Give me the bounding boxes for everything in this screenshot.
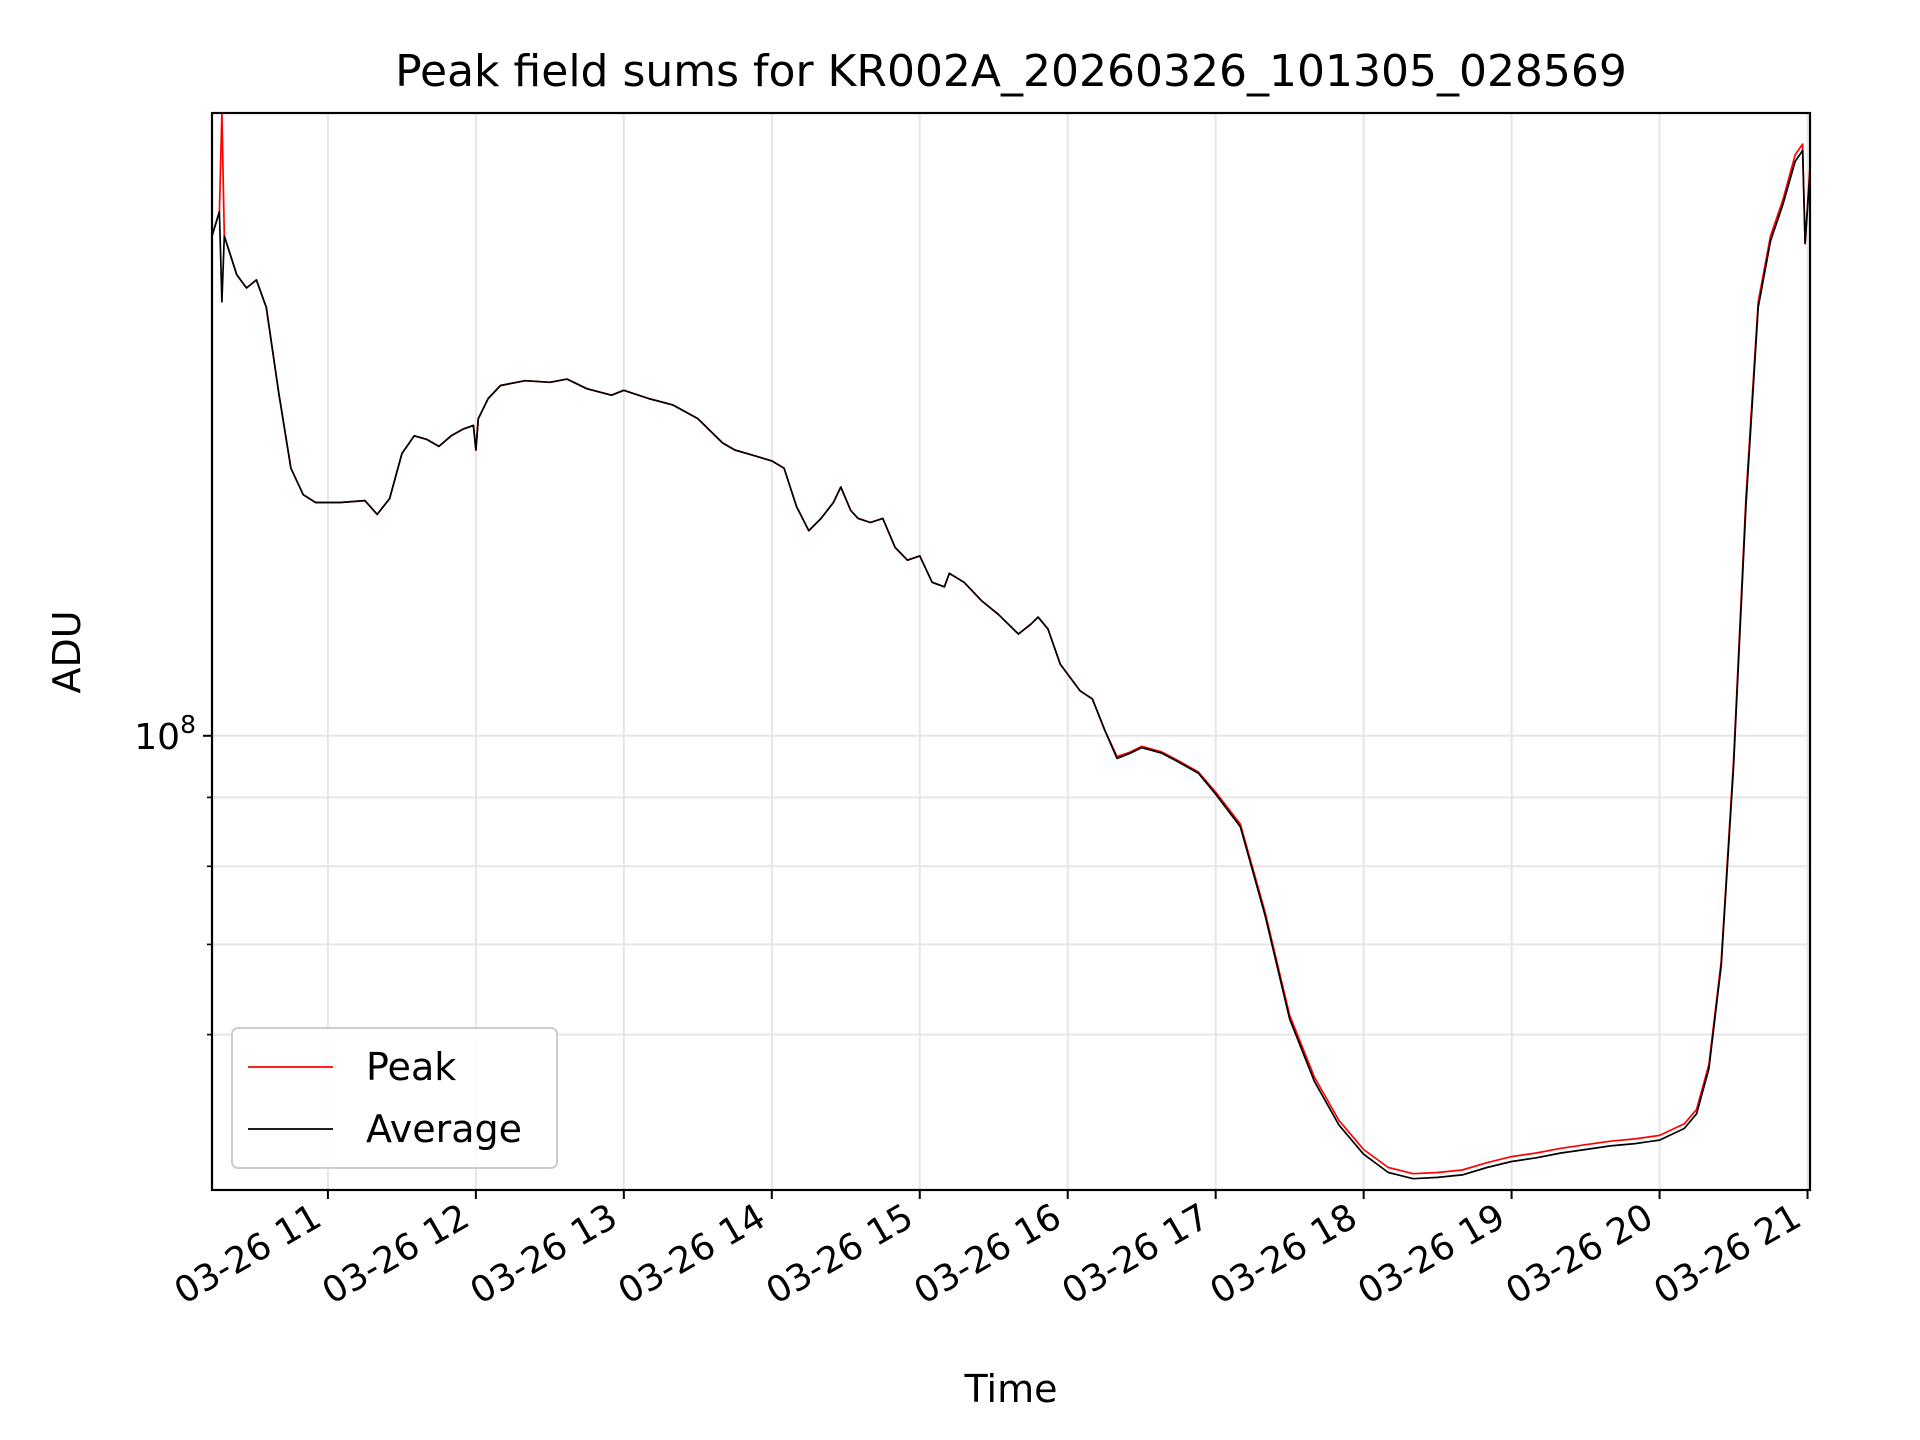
y-tick-label: 108 [134, 710, 196, 758]
plot-frame [210, 111, 1812, 1192]
legend-box [231, 1027, 558, 1169]
chart-title: Peak field sums for KR002A_20260326_1013… [395, 46, 1627, 97]
ticks [203, 734, 1809, 1199]
legend[interactable]: Peak Average [231, 1027, 558, 1169]
x-axis-label: Time [964, 1367, 1058, 1411]
series-layer [211, 112, 1811, 1180]
legend-average-label: Average [366, 1107, 522, 1151]
series-line-average [211, 149, 1811, 1180]
grid [212, 113, 1810, 1190]
legend-peak-label: Peak [366, 1045, 456, 1089]
y-axis-label: ADU [45, 610, 89, 693]
